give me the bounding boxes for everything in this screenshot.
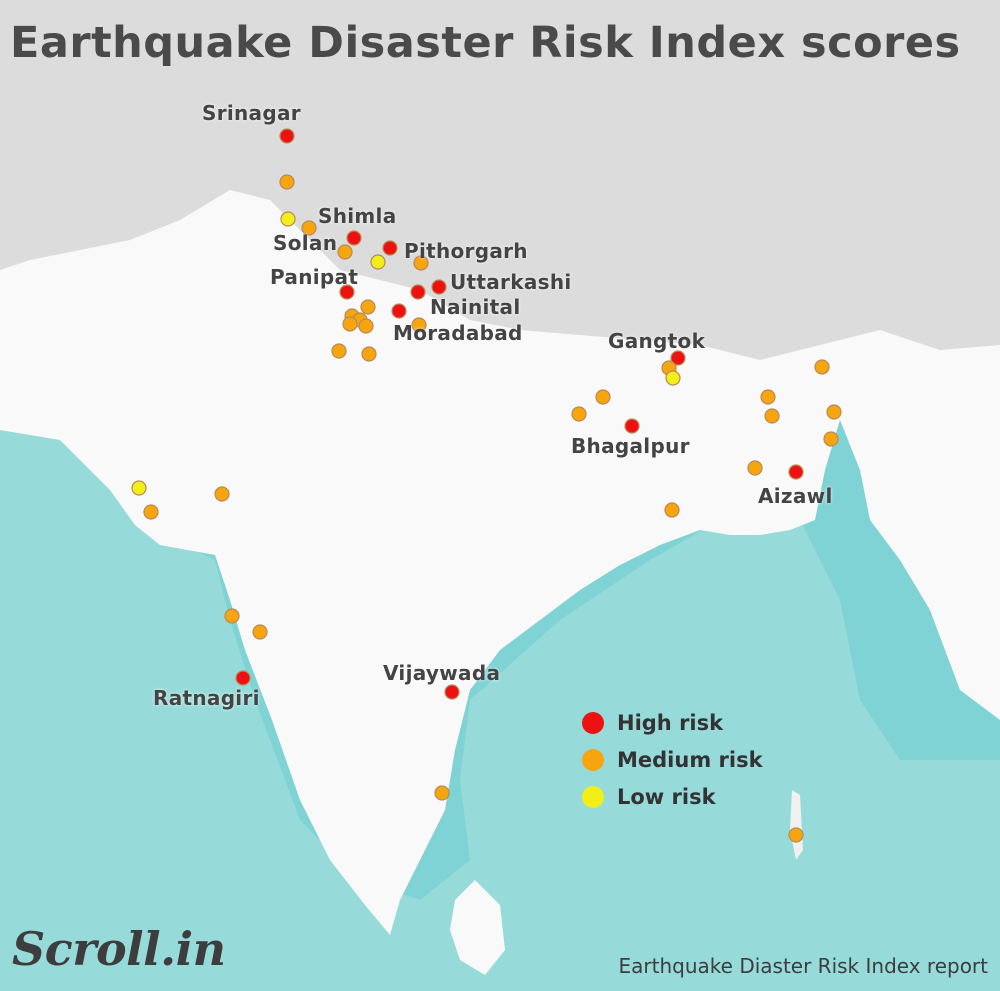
legend: High risk Medium risk Low risk xyxy=(582,704,763,815)
gangtok-marker xyxy=(670,350,686,366)
medium-risk-marker xyxy=(360,299,376,315)
low-risk-marker xyxy=(370,254,386,270)
high-risk-marker xyxy=(382,240,398,256)
risk-markers xyxy=(131,128,842,843)
map-title: Earthquake Disaster Risk Index scores xyxy=(10,18,961,68)
medium-risk-marker xyxy=(224,608,240,624)
label-panipat: Panipat xyxy=(270,265,359,289)
nainital-marker xyxy=(391,303,407,319)
medium-risk-marker xyxy=(143,504,159,520)
source-credit: Earthquake Diaster Risk Index report xyxy=(618,954,988,978)
medium-risk-marker xyxy=(337,244,353,260)
label-shimla: Shimla xyxy=(318,204,397,228)
shallow-sea-shelf xyxy=(0,430,1000,991)
medium-risk-marker xyxy=(788,827,804,843)
medium-risk-marker xyxy=(826,404,842,420)
panipat-marker xyxy=(339,284,355,300)
medium-risk-marker xyxy=(747,460,763,476)
medium-risk-marker xyxy=(252,624,268,640)
medium-risk-marker xyxy=(571,406,587,422)
medium-risk-marker xyxy=(342,316,358,332)
low-risk-marker xyxy=(665,370,681,386)
sri-lanka xyxy=(450,880,505,975)
medium-risk-marker xyxy=(358,318,374,334)
label-aizawl: Aizawl xyxy=(758,484,833,508)
scroll-logo: Scroll.in xyxy=(12,922,226,976)
medium-risk-marker xyxy=(279,174,295,190)
low-risk-marker xyxy=(131,480,147,496)
moradabad-marker xyxy=(411,317,427,333)
high-risk-swatch xyxy=(582,711,604,734)
vijaywada-marker xyxy=(444,684,460,700)
medium-risk-marker xyxy=(760,389,776,405)
uttarkashi-marker xyxy=(431,279,447,295)
medium-risk-marker xyxy=(331,343,347,359)
medium-risk-marker xyxy=(814,359,830,375)
mountain-region xyxy=(0,0,1000,360)
solan-marker xyxy=(301,220,317,236)
andaman-islands xyxy=(790,790,803,860)
ratnagiri-marker xyxy=(235,670,251,686)
label-vijaywada: Vijaywada xyxy=(383,661,501,685)
label-ratnagiri: Ratnagiri xyxy=(153,686,260,710)
medium-risk-marker xyxy=(434,785,450,801)
legend-item-medium: Medium risk xyxy=(582,741,763,778)
aizawl-marker xyxy=(788,464,804,480)
pithorgarh-marker xyxy=(410,284,426,300)
low-risk-marker xyxy=(280,211,296,227)
legend-label-low: Low risk xyxy=(617,784,716,809)
legend-label-high: High risk xyxy=(617,710,724,735)
shimla-marker xyxy=(346,230,362,246)
medium-risk-marker xyxy=(413,255,429,271)
low-risk-swatch xyxy=(582,785,604,808)
bhagalpur-marker xyxy=(624,418,640,434)
legend-item-high: High risk xyxy=(582,704,763,741)
label-moradabad: Moradabad xyxy=(393,321,523,345)
medium-risk-marker xyxy=(664,502,680,518)
medium-risk-marker xyxy=(823,431,839,447)
label-bhagalpur: Bhagalpur xyxy=(571,434,690,458)
legend-label-medium: Medium risk xyxy=(617,747,763,772)
medium-risk-marker xyxy=(764,408,780,424)
label-solan: Solan xyxy=(273,231,338,255)
label-uttarkashi: Uttarkashi xyxy=(450,270,572,294)
label-srinagar: Srinagar xyxy=(202,101,301,125)
medium-risk-marker xyxy=(214,486,230,502)
label-gangtok: Gangtok xyxy=(608,329,706,353)
label-pithorgarh: Pithorgarh xyxy=(404,239,528,263)
medium-risk-swatch xyxy=(582,748,604,771)
legend-item-low: Low risk xyxy=(582,778,763,815)
medium-risk-marker xyxy=(595,389,611,405)
medium-risk-marker xyxy=(361,346,377,362)
srinagar-marker xyxy=(279,128,295,144)
label-nainital: Nainital xyxy=(430,295,521,319)
